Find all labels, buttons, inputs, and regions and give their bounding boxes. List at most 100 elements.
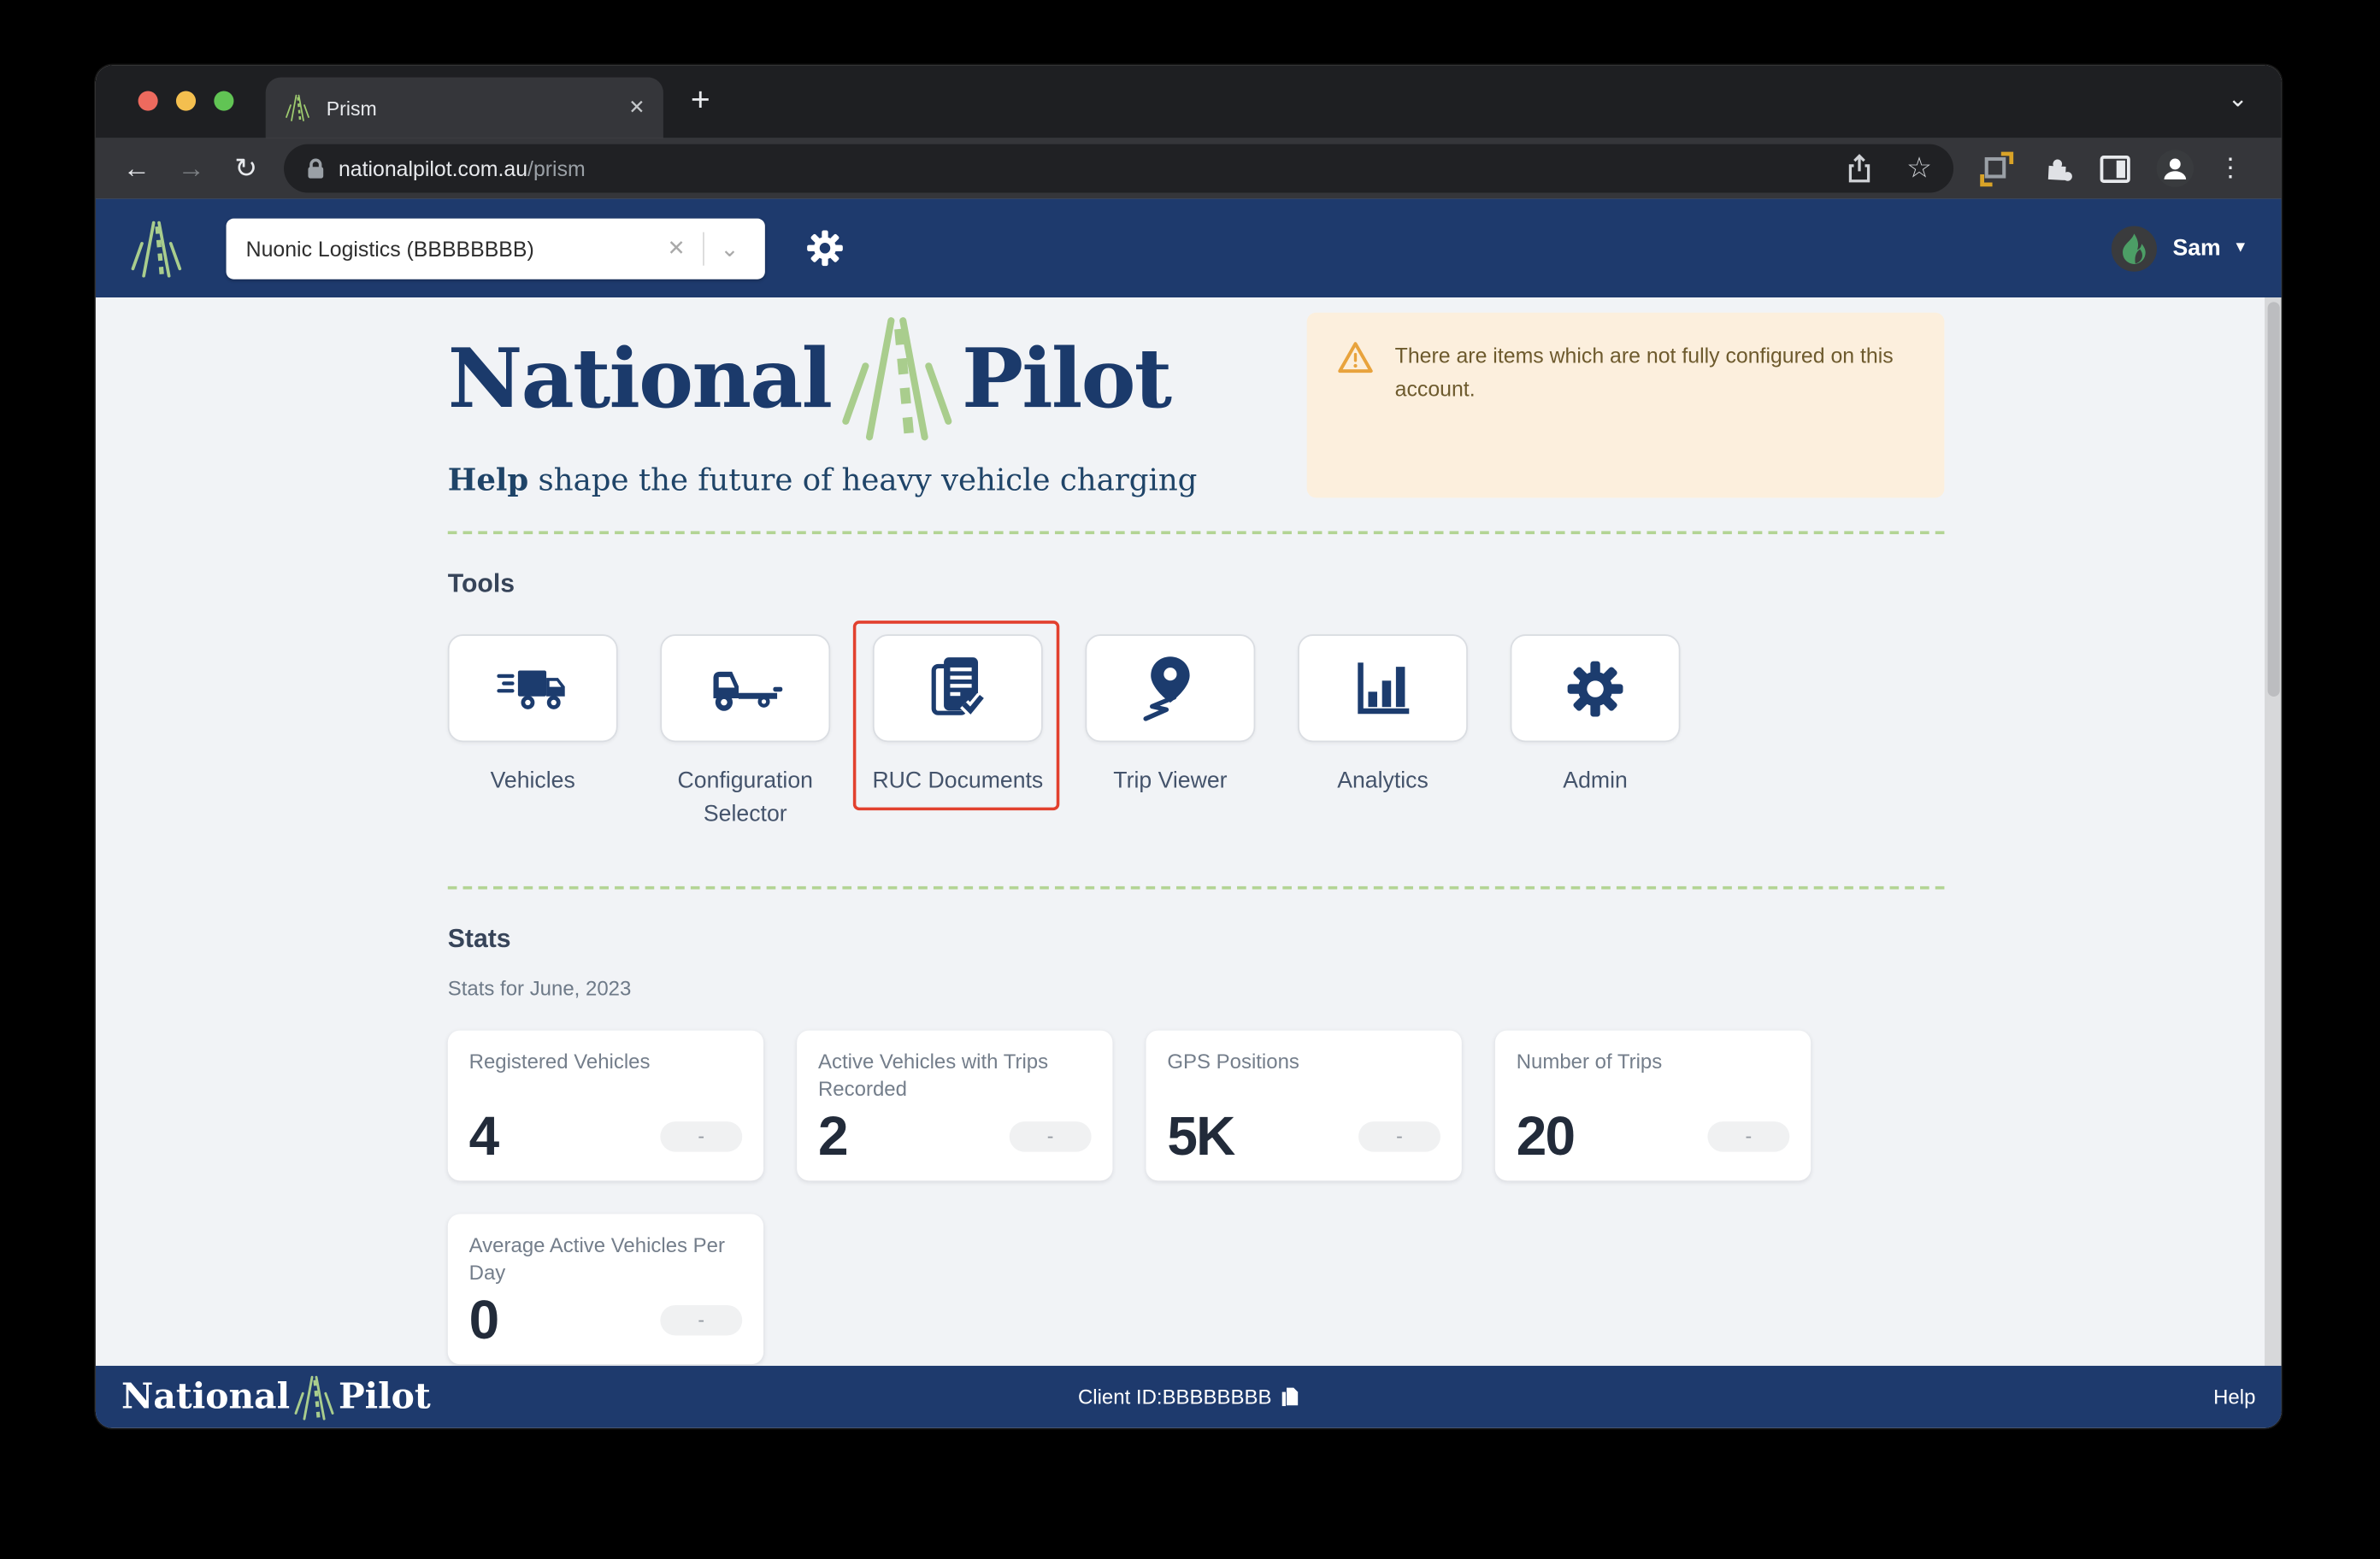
browser-tab-strip: Prism ✕ + ⌄ [95, 65, 2282, 138]
tool-configuration-selector: Configuration Selector [660, 634, 831, 831]
warning-alert-text: There are items which are not fully conf… [1394, 343, 1894, 401]
tool-admin: Admin [1510, 634, 1681, 831]
hero-logo-block: National Pilot Help shape the future of … [447, 313, 1198, 498]
footer-logo: National Pilot [121, 1374, 431, 1420]
url-host: nationalpilot.com.au [338, 156, 528, 181]
footer-logo-pilot: Pilot [338, 1376, 431, 1418]
close-window-button[interactable] [138, 91, 158, 111]
bar-chart-icon [1358, 662, 1410, 714]
tool-analytics: Analytics [1298, 634, 1468, 831]
analytics-card[interactable] [1298, 634, 1468, 743]
settings-gear-icon[interactable] [804, 227, 845, 268]
tool-label: Admin [1563, 768, 1628, 794]
user-menu[interactable]: Sam ▼ [2112, 225, 2248, 271]
sidebar-toggle-icon[interactable] [2098, 151, 2133, 186]
tagline-rest: shape the future of heavy vehicle chargi… [528, 461, 1198, 498]
truck-icon [497, 669, 565, 709]
share-icon[interactable] [1842, 152, 1876, 185]
user-name: Sam [2172, 235, 2221, 262]
back-icon[interactable]: ← [122, 152, 150, 183]
bookmark-star-icon[interactable]: ☆ [1906, 152, 1933, 185]
stat-label: Average Active Vehicles Per Day [468, 1232, 726, 1285]
chevron-down-icon[interactable]: ⌄ [720, 236, 739, 262]
footer-help-link[interactable]: Help [2213, 1385, 2256, 1409]
lock-icon [308, 158, 324, 179]
stat-label: Number of Trips [1516, 1049, 1663, 1073]
stat-label: Active Vehicles with Trips Recorded [817, 1049, 1049, 1101]
toolbar-extension-icons: ⋮ [1977, 149, 2243, 188]
tagline: Help shape the future of heavy vehicle c… [448, 462, 1198, 498]
tab-title: Prism [326, 96, 377, 120]
logo-word-national: National [447, 329, 833, 427]
reload-icon[interactable]: ↻ [234, 152, 258, 183]
tool-ruc-documents: RUC Documents [852, 621, 1060, 831]
configuration-selector-card[interactable] [660, 634, 831, 743]
stats-heading: Stats [447, 923, 511, 953]
scrollbar-thumb[interactable] [2266, 302, 2279, 697]
client-id-label: Client ID: [1077, 1385, 1163, 1409]
stat-trend-badge: - [1358, 1121, 1440, 1151]
combobox-divider [703, 231, 705, 265]
vehicles-card[interactable] [447, 634, 618, 743]
copy-icon[interactable] [1279, 1385, 1299, 1409]
tab-switcher-extension-icon[interactable] [1977, 150, 2015, 187]
scrollbar[interactable] [2265, 297, 2282, 1366]
stats-subtitle: Stats for June, 2023 [447, 976, 632, 1000]
stat-value: 0 [468, 1287, 500, 1350]
extensions-puzzle-icon[interactable] [2039, 150, 2076, 187]
warning-alert: There are items which are not fully conf… [1306, 312, 1945, 498]
app-footer: National Pilot Client ID:BBBBBBBB Help [95, 1365, 2282, 1428]
stat-card-gps-positions: GPS Positions 5K - [1146, 1029, 1462, 1180]
stat-trend-badge: - [1707, 1121, 1790, 1151]
section-divider [447, 885, 1945, 889]
user-caret-icon: ▼ [2232, 239, 2248, 257]
stat-trend-badge: - [660, 1121, 743, 1151]
logo-road-icon [837, 313, 955, 444]
trip-viewer-card[interactable] [1085, 634, 1256, 743]
document-check-icon [931, 656, 987, 719]
tab-close-icon[interactable]: ✕ [628, 95, 645, 119]
tool-label: Vehicles [490, 768, 575, 794]
ruc-documents-card[interactable] [872, 634, 1043, 743]
minimize-window-button[interactable] [175, 91, 197, 111]
stat-trend-badge: - [1009, 1121, 1092, 1151]
tool-trip-viewer: Trip Viewer [1085, 634, 1256, 831]
stat-label: GPS Positions [1167, 1049, 1299, 1073]
clear-selection-icon[interactable]: ✕ [667, 235, 686, 260]
gear-icon [1567, 660, 1623, 716]
tools-heading: Tools [447, 568, 515, 598]
tool-label: Configuration Selector [677, 768, 813, 827]
favicon-road-icon [284, 94, 311, 121]
zoom-window-button[interactable] [214, 91, 234, 111]
footer-client-id: Client ID:BBBBBBBB [96, 1385, 2282, 1409]
stat-card-average-active-vehicles: Average Active Vehicles Per Day 0 - [447, 1213, 764, 1364]
app-navbar: Nuonic Logistics (BBBBBBBB) ✕ ⌄ [95, 198, 2282, 297]
stat-value: 20 [1516, 1103, 1576, 1167]
admin-card[interactable] [1510, 634, 1681, 743]
navbar-road-logo-icon [129, 220, 184, 277]
stat-card-active-vehicles: Active Vehicles with Trips Recorded 2 - [797, 1029, 1113, 1180]
stat-value: 4 [468, 1103, 500, 1167]
new-tab-icon[interactable]: + [690, 80, 710, 119]
tab-prism[interactable]: Prism ✕ [265, 77, 663, 138]
user-avatar [2112, 225, 2158, 271]
client-selector[interactable]: Nuonic Logistics (BBBBBBBB) ✕ ⌄ [226, 217, 765, 279]
stat-card-registered-vehicles: Registered Vehicles 4 - [447, 1029, 764, 1180]
tool-vehicles: Vehicles [447, 634, 618, 831]
address-bar[interactable]: nationalpilot.com.au/prism ☆ [284, 144, 1954, 193]
forward-icon[interactable]: → [177, 152, 205, 183]
logo-word-pilot: Pilot [961, 329, 1172, 427]
stat-label: Registered Vehicles [468, 1049, 651, 1073]
browser-menu-icon[interactable]: ⋮ [2218, 153, 2244, 183]
warning-triangle-icon [1338, 342, 1373, 374]
section-divider [447, 531, 1945, 534]
footer-logo-national: National [121, 1376, 291, 1418]
browser-toolbar: ← → ↻ nationalpilot.com.au/prism ☆ [95, 138, 2282, 199]
browser-window: Prism ✕ + ⌄ ← → ↻ nationalpilot.com.au/p… [95, 65, 2282, 1428]
truck-chassis-icon [713, 670, 783, 710]
tab-strip-chevron-icon[interactable]: ⌄ [2227, 86, 2248, 113]
tool-label: RUC Documents [872, 768, 1044, 794]
client-selector-value: Nuonic Logistics (BBBBBBBB) [245, 236, 534, 261]
stats-grid: Registered Vehicles 4 - Active Vehicles … [447, 1029, 1881, 1364]
browser-profile-avatar[interactable] [2155, 149, 2194, 188]
